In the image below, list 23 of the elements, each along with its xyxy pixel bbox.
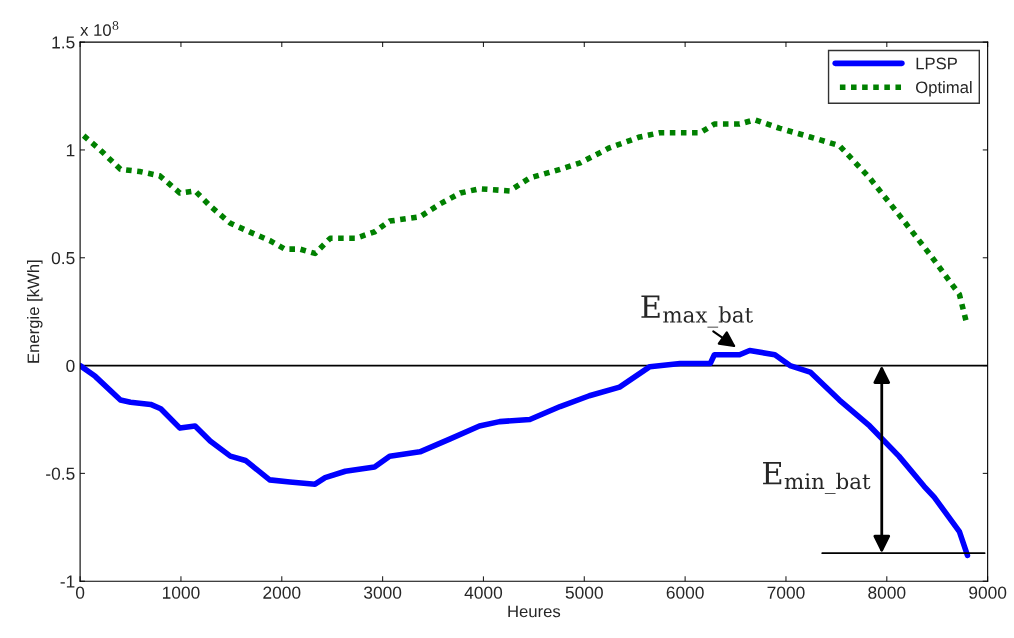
y-tick-label: -0.5 [46,467,75,480]
x-tick-label: 6000 [666,586,704,599]
y-tick-label: 1.5 [52,36,75,49]
x-axis-title: Heures [508,605,561,618]
annotation: E$_{min_bat}$ [763,461,871,495]
y-tick-label: 0.5 [51,251,75,265]
y-tick-label: -1 [60,575,75,588]
legend-label: LPSP [916,57,957,70]
x-tick-label: 4000 [464,586,503,599]
x-tick-label: 8000 [868,586,906,599]
text: x 10$^{8}$ [80,21,119,36]
y-axis-title: Energie [kWh] [27,260,43,363]
x-tick-label: 5000 [565,586,603,599]
y-tick-label: 1 [66,144,75,157]
legend-label: Optimal [916,80,972,97]
x-tick-label: 0 [75,586,85,599]
y-tick-label: 0 [66,359,75,373]
x-tick-label: 1000 [162,586,200,599]
x-tick-label: 7000 [767,586,805,599]
x-tick-label: 9000 [969,586,1007,599]
x-tick-label: 3000 [363,586,402,599]
annotation: E$_{max_bat}$ [641,295,753,328]
x-tick-label: 2000 [263,586,301,599]
